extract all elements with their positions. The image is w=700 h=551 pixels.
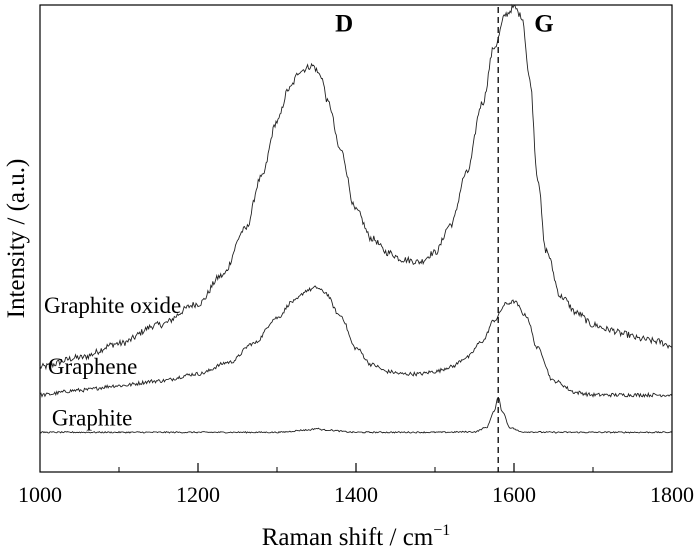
- y-axis-title: Intensity / (a.u.): [3, 159, 30, 319]
- x-axis-title-superscript: −1: [433, 522, 450, 539]
- x-tick-label: 1600: [492, 482, 536, 507]
- series-label-2: Graphite: [52, 405, 132, 430]
- x-tick-label: 1800: [650, 482, 694, 507]
- series-label-1: Graphene: [48, 354, 137, 379]
- series-line-0: [39, 3, 673, 371]
- series-line-2: [39, 397, 673, 434]
- x-axis-ticks: 1000 1200 1400 1600 1800: [18, 463, 694, 507]
- peak-label-0: D: [335, 11, 353, 38]
- x-tick-label: 1400: [334, 482, 378, 507]
- x-tick-label: 1000: [18, 482, 62, 507]
- plot-frame: [39, 4, 673, 473]
- series-line-1: [39, 285, 673, 398]
- peak-label-1: G: [534, 11, 553, 38]
- series-group: [39, 3, 673, 434]
- annotation-labels: Graphite oxide Graphene Graphite D G: [44, 11, 554, 431]
- x-tick-label: 1200: [176, 482, 220, 507]
- x-axis-title-text: Raman shift / cm: [262, 524, 434, 551]
- series-label-0: Graphite oxide: [44, 293, 181, 318]
- x-axis-title: Raman shift / cm−1: [262, 522, 451, 551]
